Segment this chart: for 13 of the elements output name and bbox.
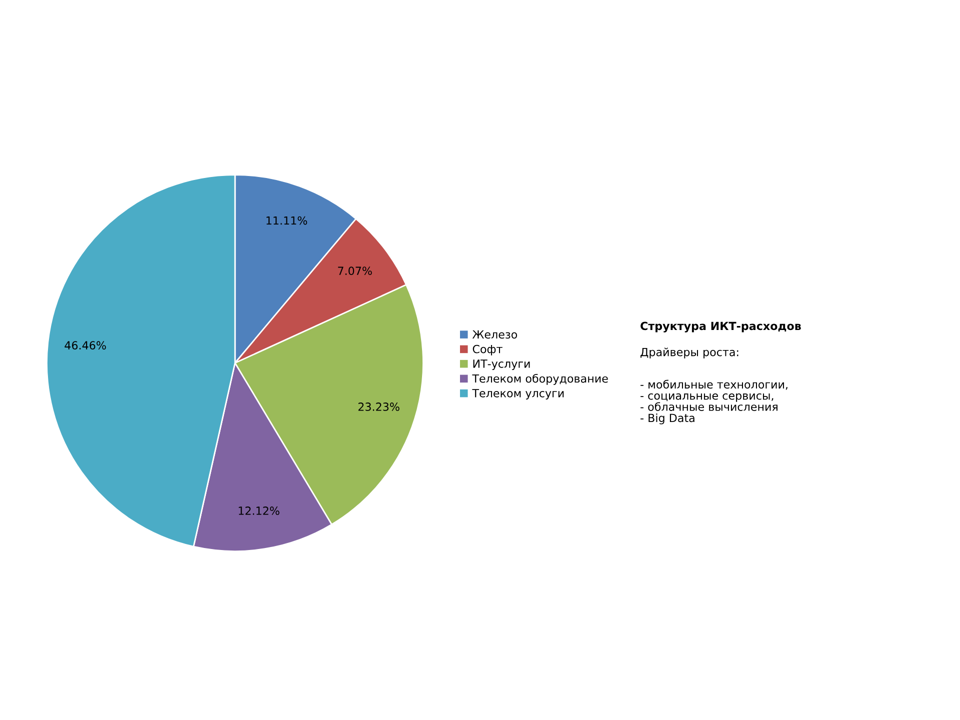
data-label: 46.46% bbox=[64, 341, 106, 350]
data-label: 7.07% bbox=[338, 266, 372, 276]
data-label: 12.12% bbox=[238, 506, 280, 515]
legend-label: Софт bbox=[472, 344, 502, 356]
legend-label: ИТ-услуги bbox=[473, 360, 530, 370]
legend-label: Телеком оборудование bbox=[472, 374, 608, 385]
text: Драйверы роста: bbox=[640, 348, 738, 358]
legend-label: Телеком улсуги bbox=[472, 389, 564, 400]
text: Структура ИКТ-расходов bbox=[640, 322, 801, 332]
data-label: 11.11% bbox=[266, 216, 308, 225]
legend-label: Железо bbox=[472, 330, 518, 339]
text: - мобильные технологии, - социальные сервисы, - облачные вычисления - Big Data bbox=[640, 380, 788, 424]
data-label: 23.23% bbox=[358, 402, 400, 411]
